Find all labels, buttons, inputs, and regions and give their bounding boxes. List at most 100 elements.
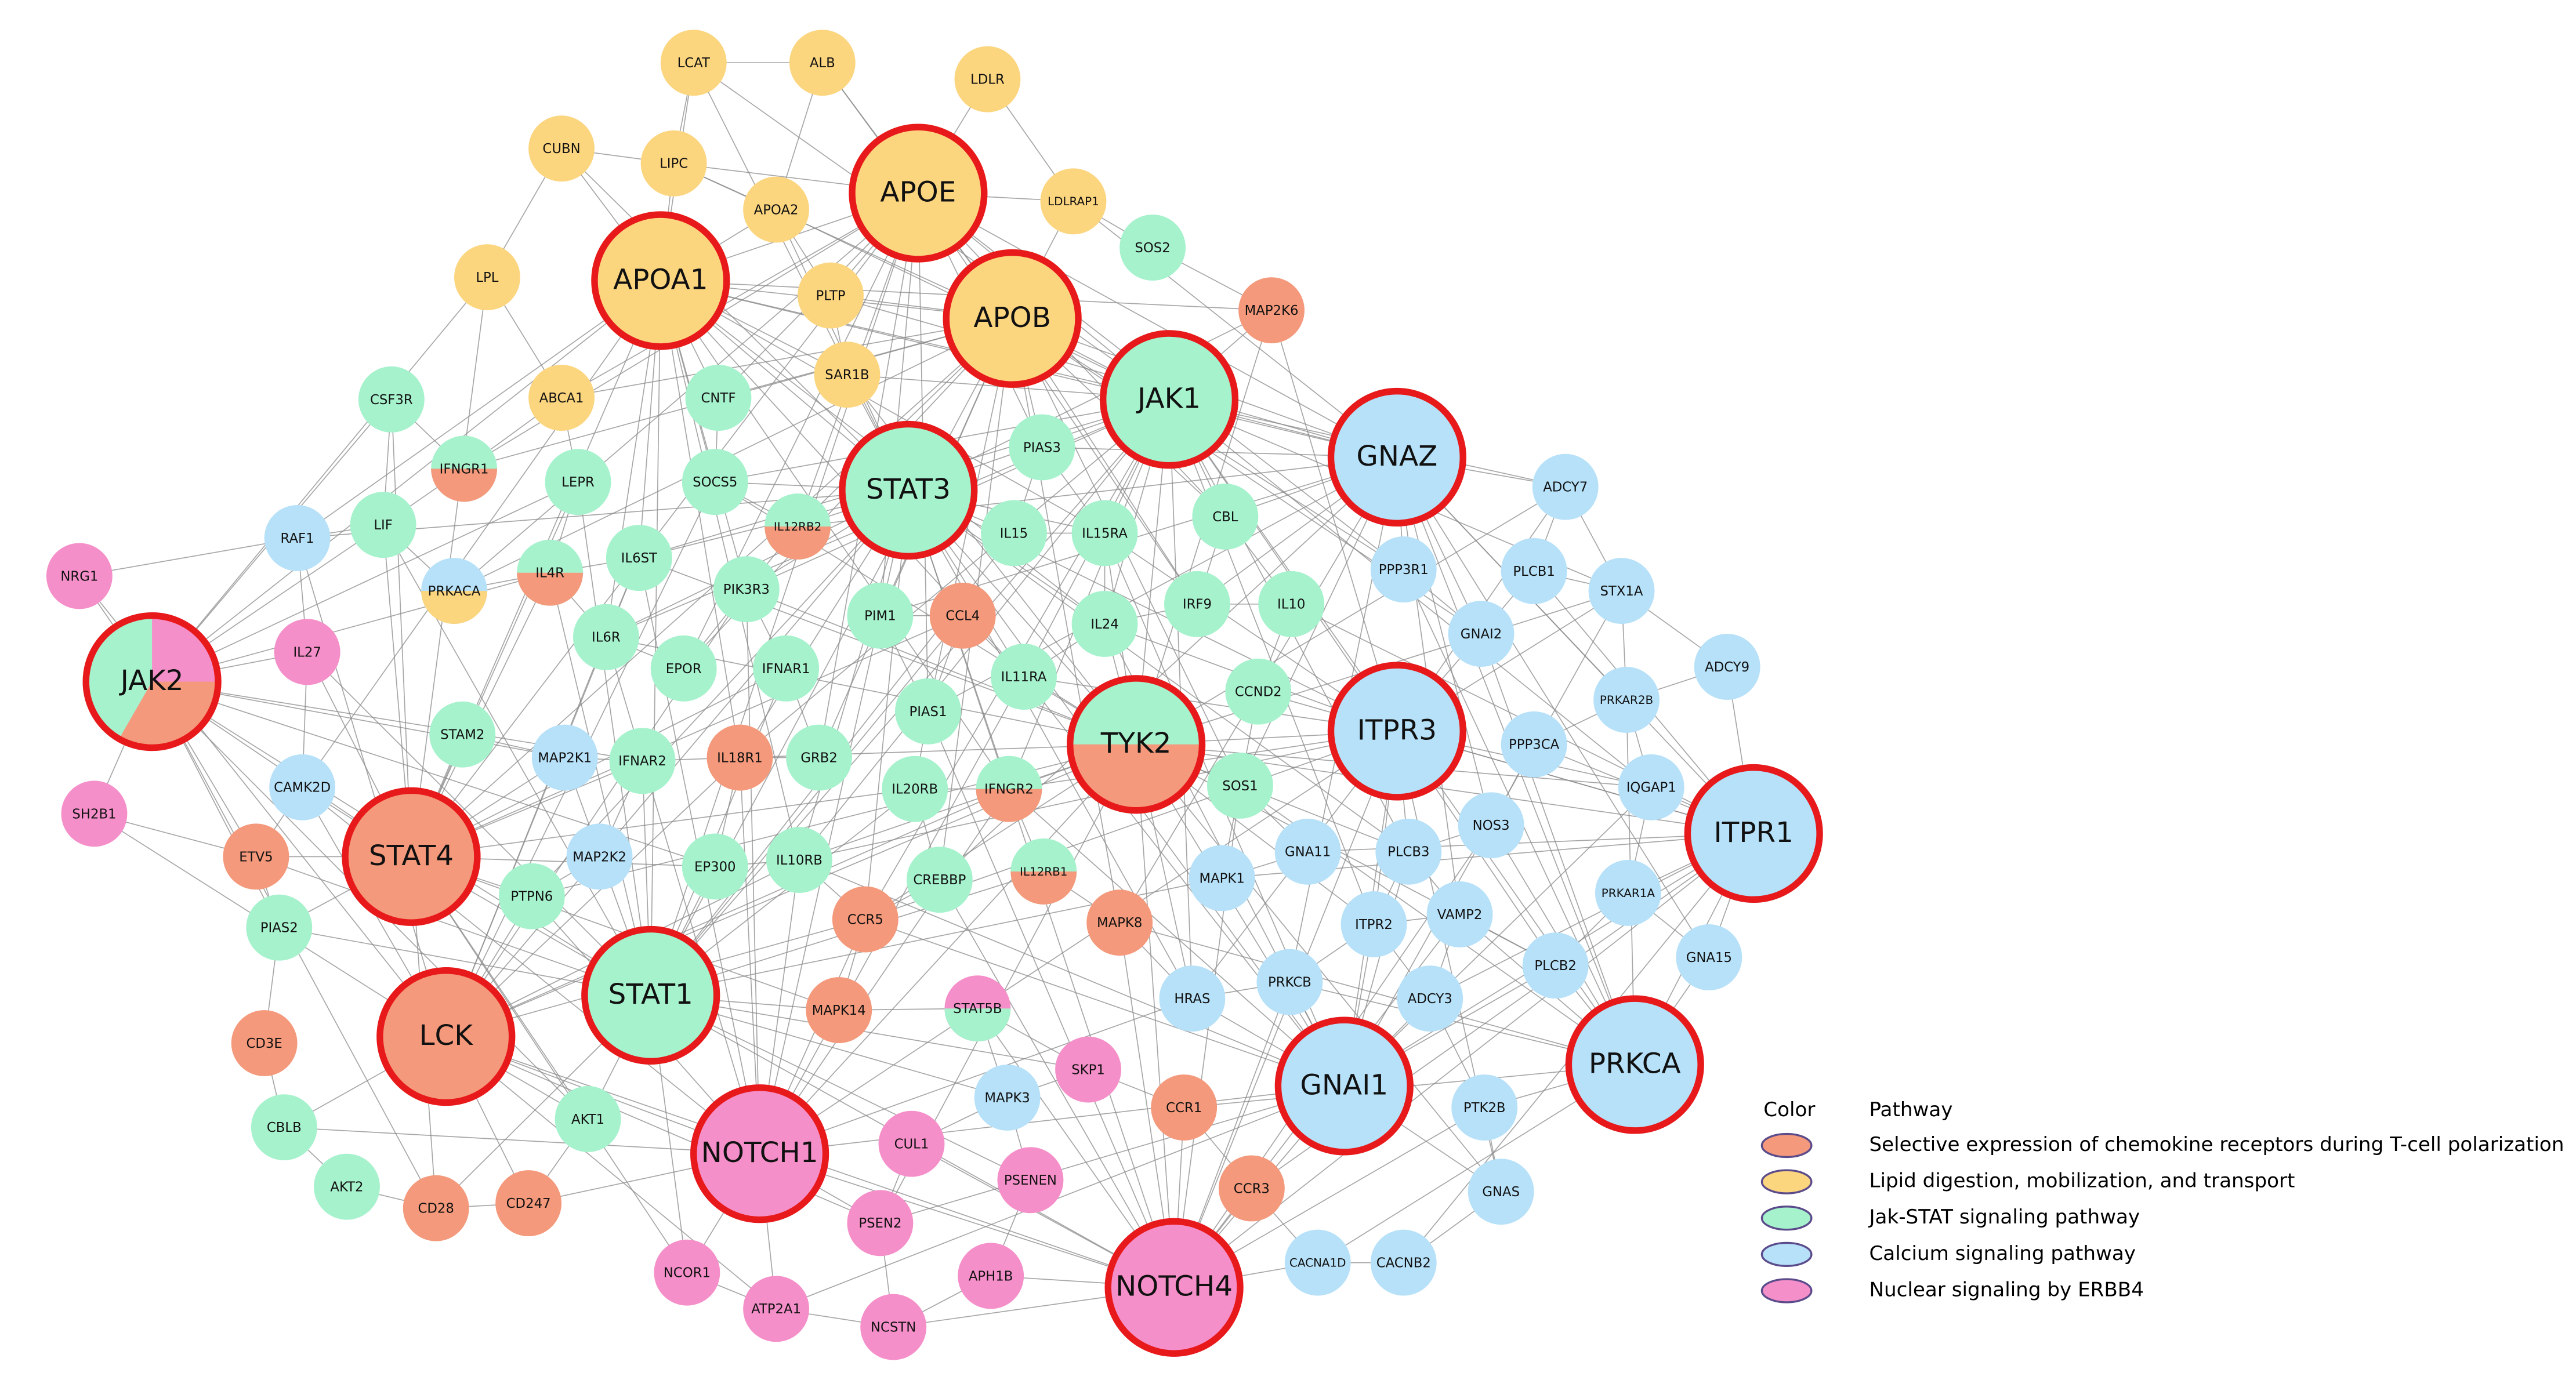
- node-label: STAT3: [866, 473, 951, 506]
- node-fill: [847, 582, 914, 649]
- node: GNAS: [1468, 1159, 1534, 1225]
- node-label: NCSTN: [871, 1320, 916, 1335]
- node: APOB: [943, 249, 1082, 388]
- node-label: CACNA1D: [1289, 1257, 1346, 1270]
- node-label: CD247: [506, 1196, 551, 1211]
- node-label: MAPK1: [1199, 871, 1244, 886]
- edge: [693, 62, 909, 491]
- node: LCK: [376, 967, 516, 1106]
- node-label: PLCB1: [1513, 564, 1555, 579]
- node-border: [82, 612, 222, 751]
- node: IL24: [1071, 591, 1138, 657]
- edge: [660, 280, 1169, 400]
- edge: [302, 280, 661, 788]
- node: PIK3R3: [713, 556, 780, 623]
- node-label: PRKACA: [428, 584, 481, 599]
- node-fill: [1593, 666, 1660, 733]
- edge: [561, 318, 1013, 398]
- node: IFNAR2: [609, 728, 676, 794]
- edge: [864, 490, 909, 920]
- node: NCSTN: [860, 1294, 927, 1360]
- node-fill: [882, 756, 948, 822]
- node-fill: [606, 525, 672, 591]
- node-fill: [1055, 1036, 1122, 1103]
- node-label: PIM1: [864, 609, 896, 624]
- edge: [759, 731, 1397, 1154]
- edge: [759, 1085, 1345, 1154]
- node: ADCY9: [1694, 634, 1760, 700]
- node-label: STAT5B: [953, 1001, 1002, 1016]
- legend-swatch: [1760, 1278, 1813, 1303]
- node: MAPK1: [1189, 845, 1255, 912]
- node-fill: [528, 115, 595, 182]
- node-fill: [1099, 330, 1239, 469]
- edge: [1396, 457, 1710, 958]
- node-fill: [798, 262, 864, 329]
- node-fill: [454, 244, 520, 311]
- node-fill: [743, 1276, 810, 1342]
- node: IL12RB2: [765, 493, 831, 560]
- node-fill: [682, 833, 748, 900]
- node-label: APOB: [973, 302, 1051, 334]
- node-sector: [152, 612, 222, 682]
- edge: [918, 193, 1198, 605]
- edge: [927, 711, 1175, 1288]
- node: AKT2: [314, 1153, 380, 1220]
- node-fill: [46, 543, 113, 609]
- node: STAT3: [839, 420, 978, 560]
- node: PIAS3: [1009, 414, 1075, 481]
- legend-swatch: [1760, 1132, 1813, 1159]
- node-fill: [958, 1243, 1024, 1309]
- node-border: [849, 124, 988, 263]
- node: IL11RA: [991, 644, 1057, 710]
- node-fill: [1340, 891, 1407, 957]
- node: CBLB: [251, 1094, 317, 1161]
- node-fill: [1086, 889, 1153, 956]
- node: ADCY7: [1532, 453, 1599, 520]
- node: APOE: [849, 124, 988, 263]
- node-label: ITPR1: [1714, 816, 1794, 849]
- node-label: IL10: [1277, 597, 1305, 612]
- node-fill: [878, 1110, 945, 1177]
- node: PLTP: [798, 262, 864, 329]
- edge: [865, 918, 1345, 1087]
- node-fill: [1274, 818, 1341, 885]
- edge: [549, 572, 651, 996]
- node-fill: [403, 1175, 469, 1241]
- node-fill: [1189, 845, 1255, 912]
- node-fill: [1258, 571, 1325, 637]
- node-label: GRB2: [800, 750, 838, 765]
- node: CCR3: [1218, 1155, 1285, 1222]
- node: PIM1: [847, 582, 914, 649]
- node-label: MAP2K2: [573, 849, 626, 865]
- node-half: [976, 789, 1042, 822]
- node-label: CCND2: [1235, 685, 1282, 700]
- edge: [746, 589, 1136, 745]
- node-label: PTPN6: [510, 889, 553, 905]
- node-label: CCR3: [1234, 1181, 1270, 1196]
- node-label: LCAT: [677, 56, 710, 71]
- node: IFNAR1: [753, 635, 820, 702]
- node-label: IQGAP1: [1626, 780, 1676, 796]
- edge: [411, 856, 688, 1273]
- edge: [880, 1085, 1345, 1224]
- edge: [759, 789, 1010, 1154]
- node-label: EP300: [694, 859, 736, 874]
- node-fill: [660, 30, 727, 96]
- node-label: CUBN: [542, 141, 580, 157]
- node-fill: [376, 967, 516, 1106]
- node: CUL1: [878, 1110, 945, 1177]
- node: EP300: [682, 833, 748, 900]
- node-label: PIAS2: [260, 921, 298, 936]
- node-label: ETV5: [239, 849, 273, 865]
- node-label: GNA11: [1285, 845, 1331, 860]
- node-label: IL18R1: [717, 750, 763, 765]
- node-fill: [1426, 881, 1493, 947]
- node: JAK1: [1099, 330, 1239, 469]
- node-fill: [251, 1094, 317, 1161]
- node: PIAS1: [895, 678, 961, 745]
- node-fill: [1375, 818, 1442, 885]
- node: CD28: [403, 1175, 469, 1241]
